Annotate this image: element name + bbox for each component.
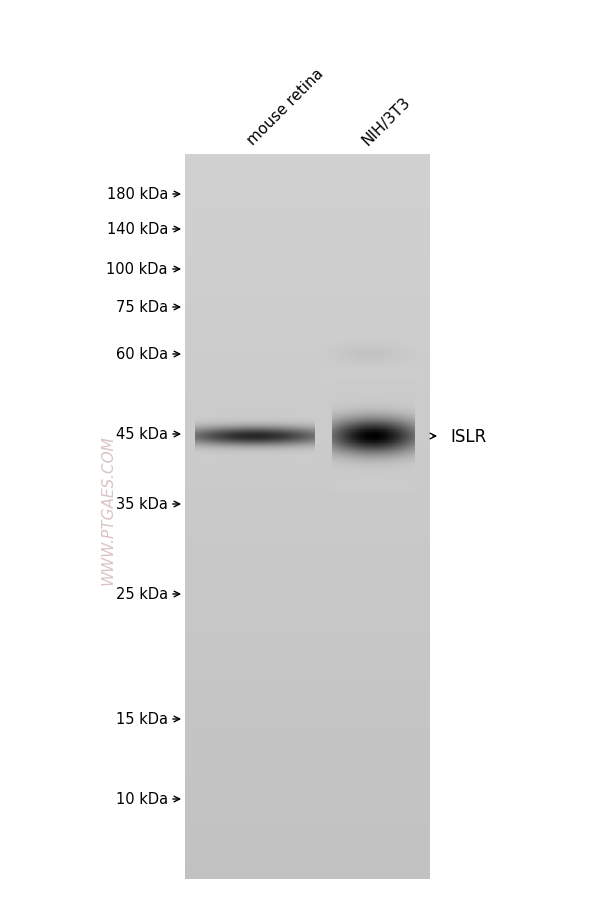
Text: 60 kDa: 60 kDa (116, 347, 168, 362)
Text: 25 kDa: 25 kDa (116, 587, 168, 602)
Text: 180 kDa: 180 kDa (107, 188, 168, 202)
Text: mouse retina: mouse retina (244, 66, 326, 148)
Text: 15 kDa: 15 kDa (116, 712, 168, 727)
Text: 140 kDa: 140 kDa (107, 222, 168, 237)
Text: WWW.PTGAES.COM: WWW.PTGAES.COM (101, 435, 115, 584)
Text: ISLR: ISLR (450, 428, 486, 446)
Text: 10 kDa: 10 kDa (116, 792, 168, 806)
Text: 45 kDa: 45 kDa (116, 427, 168, 442)
Text: NIH/3T3: NIH/3T3 (359, 94, 413, 148)
Text: 100 kDa: 100 kDa (107, 262, 168, 277)
Text: 35 kDa: 35 kDa (116, 497, 168, 512)
Text: 75 kDa: 75 kDa (116, 300, 168, 315)
